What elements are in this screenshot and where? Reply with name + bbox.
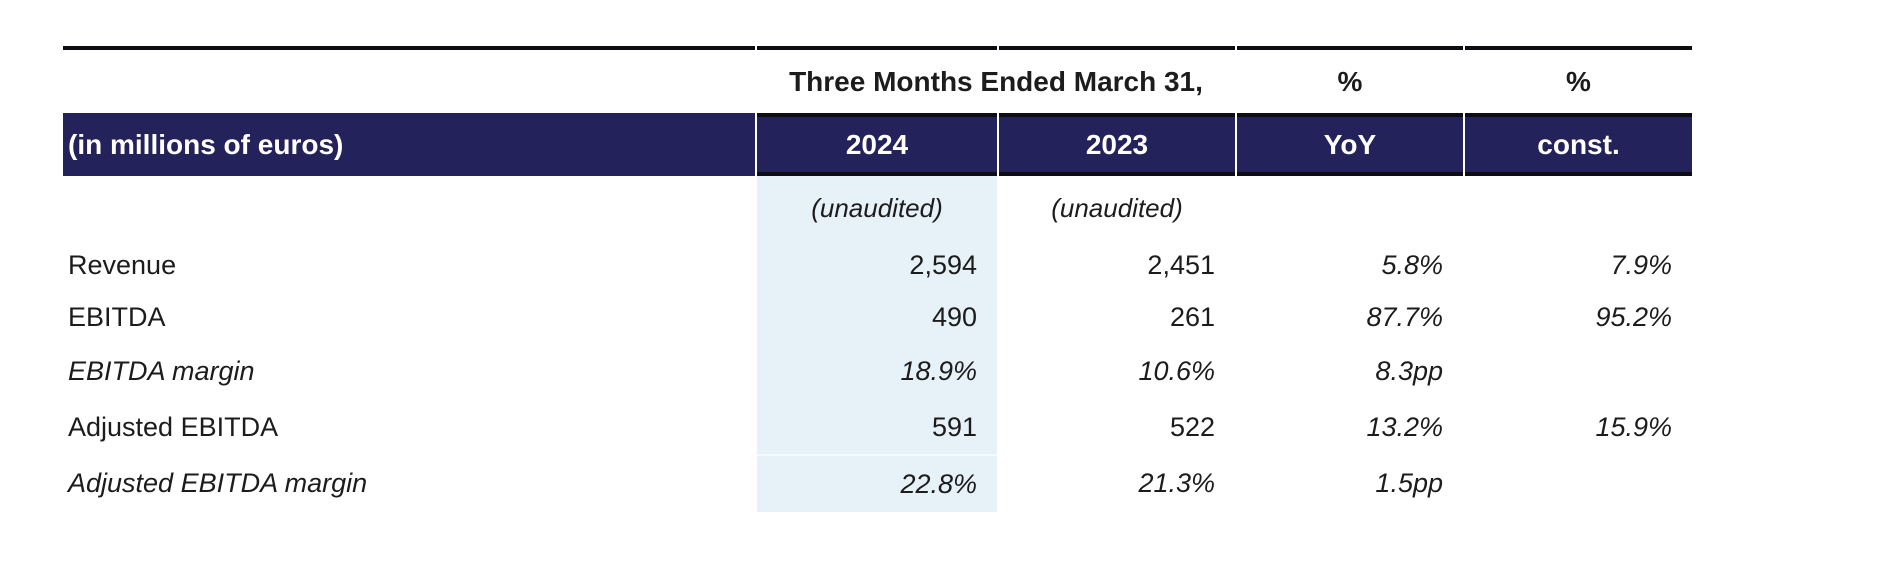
column-header-yoy: YoY [1237, 113, 1463, 176]
results-table: % % (in millions of euros) 2024 2023 YoY… [63, 46, 1692, 512]
column-header-const: const. [1465, 113, 1692, 176]
revenue-value-const: 7.9% [1610, 250, 1672, 280]
adjusted-ebitda-margin-value-const [1465, 454, 1692, 512]
subheader-empty-const [1465, 176, 1692, 240]
revenue-value-2024: 2,594 [757, 240, 997, 291]
column-header-units: (in millions of euros) [63, 113, 755, 176]
ebitda-value-yoy: 87.7% [1366, 301, 1443, 332]
ebitda-value-const: 95.2% [1595, 301, 1672, 332]
unaudited-label-2023: (unaudited) [1051, 193, 1183, 223]
adjusted-ebitda-margin-value-2023: 21.3% [1138, 467, 1215, 498]
row-label-adjusted-ebitda: Adjusted EBITDA [68, 411, 279, 442]
top-header-spacer [63, 46, 755, 113]
subheader-spacer [63, 176, 755, 240]
ebitda-margin-value-2023: 10.6% [1138, 356, 1215, 386]
column-header-2024: 2024 [757, 113, 997, 176]
adjusted-ebitda-margin-value-2024: 22.8% [757, 454, 997, 512]
ebitda-margin-value-2024: 18.9% [757, 343, 997, 400]
ebitda-margin-value-const [1465, 343, 1692, 400]
adjusted-ebitda-value-2024: 591 [757, 400, 997, 454]
revenue-value-2023: 2,451 [1147, 250, 1215, 280]
ebitda-margin-value-yoy: 8.3pp [1375, 356, 1443, 386]
adjusted-ebitda-value-yoy: 13.2% [1366, 411, 1443, 442]
revenue-value-yoy: 5.8% [1381, 250, 1443, 280]
column-header-2023: 2023 [999, 113, 1235, 176]
ebitda-value-2024: 490 [757, 291, 997, 343]
adjusted-ebitda-value-2023: 522 [1169, 411, 1215, 442]
top-header-2024-underlay [757, 46, 997, 113]
adjusted-ebitda-margin-value-yoy: 1.5pp [1375, 467, 1443, 498]
subheader-empty-yoy [1237, 176, 1463, 240]
row-label-ebitda-margin: EBITDA margin [68, 356, 255, 386]
row-label-ebitda: EBITDA [68, 301, 166, 332]
top-header-2023-underlay [999, 46, 1235, 113]
unaudited-label-2024: (unaudited) [757, 176, 997, 240]
pct-header-yoy: % [1237, 46, 1463, 113]
adjusted-ebitda-value-const: 15.9% [1595, 411, 1672, 442]
pct-header-const: % [1465, 46, 1692, 113]
period-header: Three Months Ended March 31, [789, 65, 1203, 97]
row-label-revenue: Revenue [68, 250, 177, 280]
row-label-adjusted-ebitda-margin: Adjusted EBITDA margin [68, 467, 368, 498]
ebitda-value-2023: 261 [1169, 301, 1215, 332]
